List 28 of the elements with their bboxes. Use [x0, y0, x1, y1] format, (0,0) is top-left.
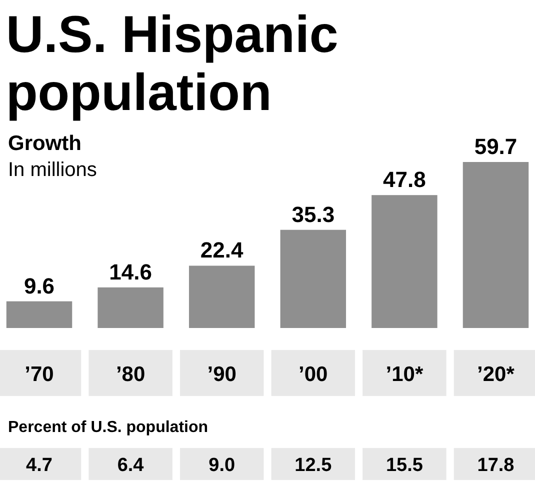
data-label: 35.3 [292, 202, 335, 227]
text: 4.7 [26, 455, 52, 476]
text: 15.5 [386, 455, 424, 476]
x-tick-label: ’70 [24, 363, 54, 386]
data-label: 14.6 [109, 259, 152, 284]
x-tick-label: ’80 [116, 363, 146, 386]
x-tick-label: ’90 [207, 363, 236, 386]
text: 17.8 [477, 455, 514, 476]
x-tick-label: ’20* [477, 363, 516, 386]
text: 9.0 [208, 455, 236, 476]
y-axis-title: In millions [8, 159, 97, 181]
data-label: 59.7 [474, 134, 518, 159]
data-label: 9.6 [24, 273, 55, 298]
text: 12.5 [294, 455, 332, 476]
data-label: 22.4 [200, 238, 244, 263]
text: 6.4 [117, 455, 144, 476]
bar [372, 195, 438, 328]
data-label: 47.8 [383, 167, 426, 192]
bar [280, 230, 346, 328]
x-tick-label: ’10* [386, 363, 424, 386]
text: Percent of U.S. population [8, 419, 208, 436]
bar [6, 301, 72, 328]
x-tick-label: ’00 [298, 363, 328, 386]
bar [462, 162, 529, 328]
chart-subtitle: Growth [8, 132, 82, 155]
bar [98, 287, 164, 328]
chart-title: U.S. Hispanic population [6, 6, 338, 122]
bar [188, 266, 255, 328]
